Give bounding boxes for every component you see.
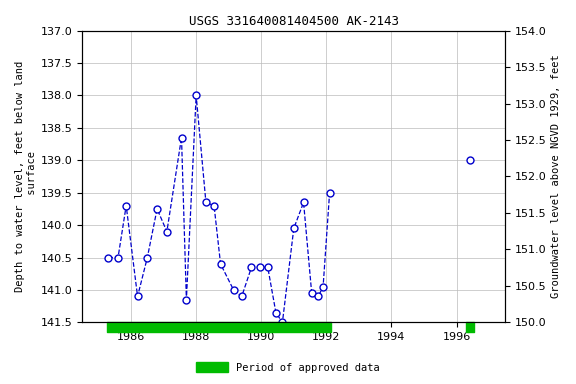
Y-axis label: Groundwater level above NGVD 1929, feet: Groundwater level above NGVD 1929, feet [551,55,561,298]
Title: USGS 331640081404500 AK-2143: USGS 331640081404500 AK-2143 [189,15,399,28]
Legend: Period of approved data: Period of approved data [192,358,384,377]
Y-axis label: Depth to water level, feet below land
 surface: Depth to water level, feet below land su… [15,61,37,292]
